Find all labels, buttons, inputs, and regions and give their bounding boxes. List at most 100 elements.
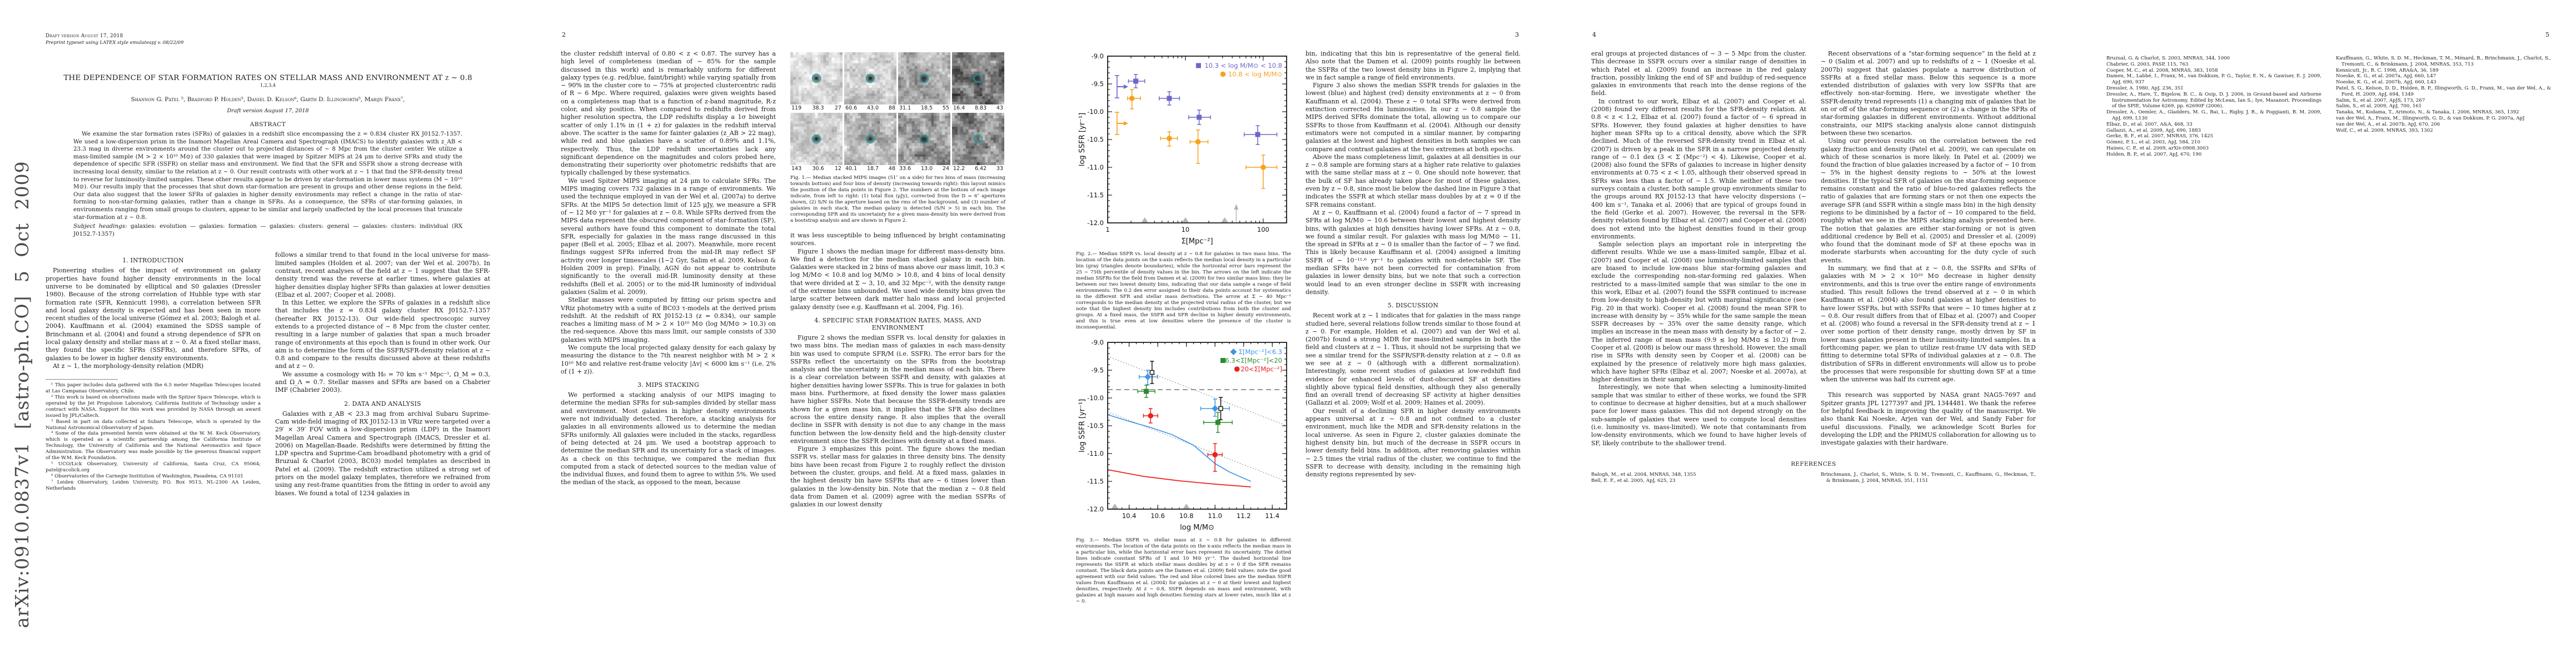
fig3-legend-label: 20<Σ[Mpc⁻²] [1240, 365, 1282, 373]
fig2-series [1127, 89, 1278, 189]
body-paragraph: Figure 2 shows the median SSFR vs. local… [790, 334, 1005, 445]
reference-entry: Gallazzi, A., et al. 2009, ApJ, 690, 188… [2106, 127, 2201, 133]
reference-entry: Dressler, A., Oemler, A., Gladders, M. G… [2106, 109, 2321, 121]
fig2-x-axis-label: Σ[Mpc⁻²] [1181, 237, 1213, 246]
reference-entry: Haines, C. P., et al. 2009, arXiv:0908.3… [2106, 145, 2209, 151]
body-paragraph: We compute the local projected galaxy de… [561, 344, 776, 375]
fig1-stamp-value: 60.6 [845, 105, 858, 111]
body-paragraph: Interestingly, we note that when selecti… [1591, 384, 1806, 447]
reference-entry: Gerke, B. F., et al. 2007, MNRAS, 376, 1… [2106, 133, 2214, 140]
density-boundary-triangle [1141, 217, 1148, 222]
fig2-y-axis-label: log SSFR [yr⁻¹] [1078, 113, 1087, 166]
svg-text:-10.0: -10.0 [1087, 108, 1104, 116]
reference-entry: Cooper, M. C., et al. 2008, MNRAS, 383, … [2106, 67, 2218, 73]
reference-entry: Kennicutt, Jr., R. C. 1998, ARA&A, 36, 1… [2336, 67, 2439, 73]
body-paragraph: Figure 3 emphasizes this point. The figu… [790, 445, 1005, 509]
svg-text:-9.5: -9.5 [1092, 80, 1104, 88]
fig1-stamp-row [790, 113, 1005, 165]
reference-entry: Wolf, C., et al. 2009, MNRAS, 393, 1302 [2336, 127, 2433, 133]
fig2-legend-label: 10.3 < log M/M⊙ < 10.8 [1204, 62, 1282, 69]
references-left: Balogh, M., et al. 2004, MNRAS, 348, 135… [1591, 472, 1806, 484]
reference-entry: Kauffmann, G., White, S. D. M., Heckman,… [2336, 56, 2551, 67]
fig2-legend-label: 10.8 < log M/M⊙ [1228, 71, 1282, 78]
reference-entry: Balogh, M., et al. 2004, MNRAS, 348, 135… [1591, 471, 1696, 477]
fig1-stamp-image [898, 113, 950, 165]
fig1-stamp-numbers: 143 30.6 12 40.1 18.7 48 33.6 13.0 24 12.2 6.42 33 [790, 166, 1005, 172]
body-paragraph: We used Spitzer MIPS imaging at 24 μm to… [561, 177, 776, 296]
reference-entry: Tanaka, M., Kodama, T., Arimoto, N., & T… [2336, 109, 2519, 116]
fig1-stamp-value: 8.83 [974, 105, 987, 111]
fig2-ssfr-density-chart: 1 10 100 -9.0 -9.5 -10.0 -10.5 -11.0 -11.5 -12.0 1… [1078, 52, 1287, 246]
fig3-series [1143, 408, 1223, 472]
fig1-stamp-image [844, 113, 896, 165]
figure-3: 10.4 10.6 10.8 11.0 11.2 11.4 -9.0 -9.5 -10.0 -10… [1076, 339, 1291, 605]
fig3-line [1107, 469, 1251, 487]
density-boundary-triangle [1221, 217, 1228, 222]
footnotes: ¹ This paper includes data gathered with… [46, 382, 261, 491]
svg-text:-9.5: -9.5 [1092, 366, 1104, 374]
body-paragraph: Using our previous results on the correl… [1821, 137, 2036, 264]
fig1-stamp-value: 27 [834, 105, 841, 111]
svg-text:10.6: 10.6 [1150, 512, 1165, 520]
svg-text:10.4: 10.4 [1122, 512, 1137, 520]
fig3-line [1107, 414, 1251, 482]
body-paragraph: We assume a cosmology with H₀ = 70 km s⁻… [275, 370, 490, 394]
body-paragraph: At z ∼ 0, Kauffmann et al. (2004) found … [1306, 208, 1521, 296]
draft-version-line: Draft version August 17, 2018 [46, 33, 123, 39]
section-2-heading: 2. DATA AND ANALYSIS [344, 400, 421, 407]
reference-entry: Chabrier, G. 2003, PASP, 115, 763 [2106, 61, 2189, 67]
fig3-series [1138, 370, 1230, 417]
body-paragraph: Galaxies with z_AB < 23.3 mag from archi… [275, 410, 490, 497]
fig1-stamp-value: 88 [888, 105, 895, 111]
arxiv-identifier: arXiv:0910.0837v1 [astro-ph.CO] 5 Oct 20… [11, 161, 33, 628]
page-4: 4 eral groups at projected distances of … [1546, 0, 2061, 667]
svg-text:-9.0: -9.0 [1092, 339, 1104, 346]
body-paragraph: In this Letter, we explore the SFRs of g… [275, 299, 490, 370]
body-paragraph: Figure 3 also shows the median SSFR tren… [1306, 82, 1521, 153]
body-paragraph: the cluster redshift interval of 0.80 < … [561, 50, 776, 177]
svg-text:-10.5: -10.5 [1087, 136, 1104, 143]
draft-dateline: Draft version August 17, 2018 [227, 108, 309, 114]
body-paragraph: Recent observations of a “star-forming s… [1821, 50, 2036, 137]
intro-paragraph: Pioneering studies of the impact of envi… [46, 267, 261, 362]
page1-left-column: 1. INTRODUCTION Pioneering studies of th… [46, 251, 261, 497]
fig1-stamp-value: 31.1 [899, 105, 911, 111]
figure-3-caption: Fig. 3.— Median SSFR vs. stellar mass at… [1076, 537, 1291, 604]
footnote: ³ Based in part on data collected at Sub… [46, 419, 261, 431]
density-boundary-triangle [1111, 504, 1118, 509]
body-paragraph: We performed a stacking analysis of our … [561, 391, 776, 486]
page-number: 2 [562, 31, 566, 38]
body-paragraph: it was less susceptible to being influen… [790, 232, 1005, 247]
fig1-stamp-value: 48 [888, 166, 895, 172]
svg-text:10.8: 10.8 [1179, 512, 1194, 520]
body-paragraph: Recent work at z ∼ 1 indicates that for … [1306, 312, 1521, 407]
footnote: ⁴ Some of the data presented herein were… [46, 431, 261, 461]
page-number: 4 [1592, 31, 1596, 38]
body-paragraph: Stellar masses were computed by fitting … [561, 296, 776, 344]
density-boundary-triangle [1183, 504, 1190, 509]
reference-entry: van der Wel, A., Franx, M., Illingworth,… [2336, 115, 2525, 121]
fig1-stamp-image [790, 113, 843, 165]
fig1-stamp-row [790, 52, 1005, 104]
page-1: arXiv:0910.0837v1 [astro-ph.CO] 5 Oct 20… [0, 0, 515, 667]
body-paragraph: In contrast to our work, Elbaz et al. (2… [1591, 97, 1806, 240]
svg-text:-10.5: -10.5 [1087, 422, 1104, 430]
title-footnote-markers: 1,2,3,4 [260, 83, 276, 88]
fig1-stamp-image [790, 52, 843, 104]
svg-text:100: 100 [1257, 226, 1269, 233]
fig1-stamp-value: 13.0 [920, 166, 933, 172]
subject-headings: Subject headings: galaxies: evolution — … [73, 223, 462, 238]
footnote: ⁷ Leiden Observatory, Leiden University,… [46, 479, 261, 491]
fig1-stamp-image [844, 52, 896, 104]
body-paragraph: follows a similar trend to that found in… [275, 251, 490, 298]
fig1-stamp-value: 30.6 [812, 166, 824, 172]
fig1-stamp-value: 43.0 [866, 105, 879, 111]
fig1-stamp-image [952, 113, 1004, 165]
figure-2: 1 10 100 -9.0 -9.5 -10.0 -10.5 -11.0 -11.5 -12.0 1… [1076, 52, 1291, 331]
fig3-ssfr-mass-chart: 10.4 10.6 10.8 11.0 11.2 11.4 -9.0 -9.5 -10.0 -10… [1078, 339, 1287, 532]
fig1-stamp-value: 55 [942, 105, 949, 111]
reference-entry: Gómez, P. L., et al. 2003, ApJ, 584, 210 [2106, 140, 2200, 146]
page-3: 3 1 10 100 -9.0 -9.5 -10.0 -10.5 -11.0 -11.5 -12.… [1030, 0, 1546, 667]
fig1-stamp-value: 16.4 [953, 105, 965, 111]
footnote: ¹ This paper includes data gathered with… [46, 382, 261, 395]
